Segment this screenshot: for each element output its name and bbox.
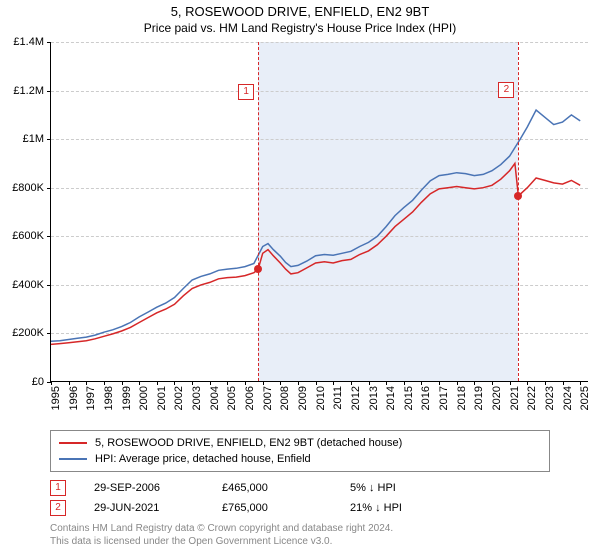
- xtick-label: 2019: [473, 386, 485, 410]
- ytick-label: £1M: [23, 133, 44, 145]
- sales-table: 1 29-SEP-2006 £465,000 5% ↓ HPI 2 29-JUN-2021…: [50, 478, 550, 518]
- xtick-label: 2023: [544, 386, 556, 410]
- xtick-label: 2009: [297, 386, 309, 410]
- ytick-label: £1.2M: [13, 85, 44, 97]
- legend-item-price-paid: 5, ROSEWOOD DRIVE, ENFIELD, EN2 9BT (det…: [59, 435, 541, 451]
- footer: Contains HM Land Registry data © Crown c…: [50, 522, 590, 548]
- xtick-label: 2003: [191, 386, 203, 410]
- xtick-label: 2024: [562, 386, 574, 410]
- xtick-label: 2022: [526, 386, 538, 410]
- xtick-label: 2018: [456, 386, 468, 410]
- xtick-label: 2012: [350, 386, 362, 410]
- legend-label-price-paid: 5, ROSEWOOD DRIVE, ENFIELD, EN2 9BT (det…: [95, 435, 402, 451]
- sales-price: £765,000: [222, 498, 322, 518]
- sales-delta: 5% ↓ HPI: [350, 478, 450, 498]
- plot-region: 12: [50, 42, 588, 382]
- xtick-label: 2008: [279, 386, 291, 410]
- series-price_paid: [51, 163, 580, 344]
- xtick-label: 2007: [262, 386, 274, 410]
- legend-item-hpi: HPI: Average price, detached house, Enfi…: [59, 451, 541, 467]
- xtick-label: 2004: [209, 386, 221, 410]
- legend-swatch-price-paid: [59, 442, 87, 444]
- xtick-label: 2017: [438, 386, 450, 410]
- legend-swatch-hpi: [59, 458, 87, 460]
- xtick-label: 2006: [244, 386, 256, 410]
- xtick-label: 2001: [156, 386, 168, 410]
- ytick-label: £1.4M: [13, 36, 44, 48]
- sales-row: 1 29-SEP-2006 £465,000 5% ↓ HPI: [50, 478, 550, 498]
- xtick-label: 1999: [121, 386, 133, 410]
- ytick-label: £600K: [12, 230, 44, 242]
- xtick-label: 2016: [420, 386, 432, 410]
- chart-area: 12 £0£200K£400K£600K£800K£1M£1.2M£1.4M19…: [50, 42, 588, 382]
- sales-index-box: 1: [50, 480, 66, 496]
- transaction-vline: [258, 42, 259, 381]
- transaction-marker: [514, 192, 522, 200]
- ytick-label: £800K: [12, 182, 44, 194]
- transaction-callout: 2: [498, 82, 514, 98]
- transaction-marker: [254, 265, 262, 273]
- ytick-label: £200K: [12, 327, 44, 339]
- xtick-label: 2021: [509, 386, 521, 410]
- xtick-label: 2011: [332, 386, 344, 410]
- xtick-label: 1997: [85, 386, 97, 410]
- transaction-vline: [518, 42, 519, 381]
- xtick-label: 2010: [315, 386, 327, 410]
- sales-date: 29-JUN-2021: [94, 498, 194, 518]
- xtick-label: 1995: [50, 386, 62, 410]
- legend-label-hpi: HPI: Average price, detached house, Enfi…: [95, 451, 311, 467]
- xtick-label: 2002: [173, 386, 185, 410]
- xtick-label: 2025: [579, 386, 591, 410]
- xtick-label: 1998: [103, 386, 115, 410]
- ytick-label: £0: [32, 376, 44, 388]
- xtick-label: 2000: [138, 386, 150, 410]
- sales-row: 2 29-JUN-2021 £765,000 21% ↓ HPI: [50, 498, 550, 518]
- xtick-label: 2015: [403, 386, 415, 410]
- ytick-label: £400K: [12, 279, 44, 291]
- footer-line-1: Contains HM Land Registry data © Crown c…: [50, 522, 590, 535]
- footer-line-2: This data is licensed under the Open Gov…: [50, 535, 590, 548]
- xtick-label: 2005: [226, 386, 238, 410]
- sales-date: 29-SEP-2006: [94, 478, 194, 498]
- xtick-label: 2020: [491, 386, 503, 410]
- sales-price: £465,000: [222, 478, 322, 498]
- sales-index-box: 2: [50, 500, 66, 516]
- chart-title: 5, ROSEWOOD DRIVE, ENFIELD, EN2 9BT: [0, 0, 600, 19]
- legend: 5, ROSEWOOD DRIVE, ENFIELD, EN2 9BT (det…: [50, 430, 550, 472]
- xtick-label: 2013: [368, 386, 380, 410]
- sales-delta: 21% ↓ HPI: [350, 498, 450, 518]
- series-hpi: [51, 110, 580, 341]
- xtick-label: 1996: [68, 386, 80, 410]
- chart-subtitle: Price paid vs. HM Land Registry's House …: [0, 19, 600, 35]
- xtick-label: 2014: [385, 386, 397, 410]
- transaction-callout: 1: [238, 84, 254, 100]
